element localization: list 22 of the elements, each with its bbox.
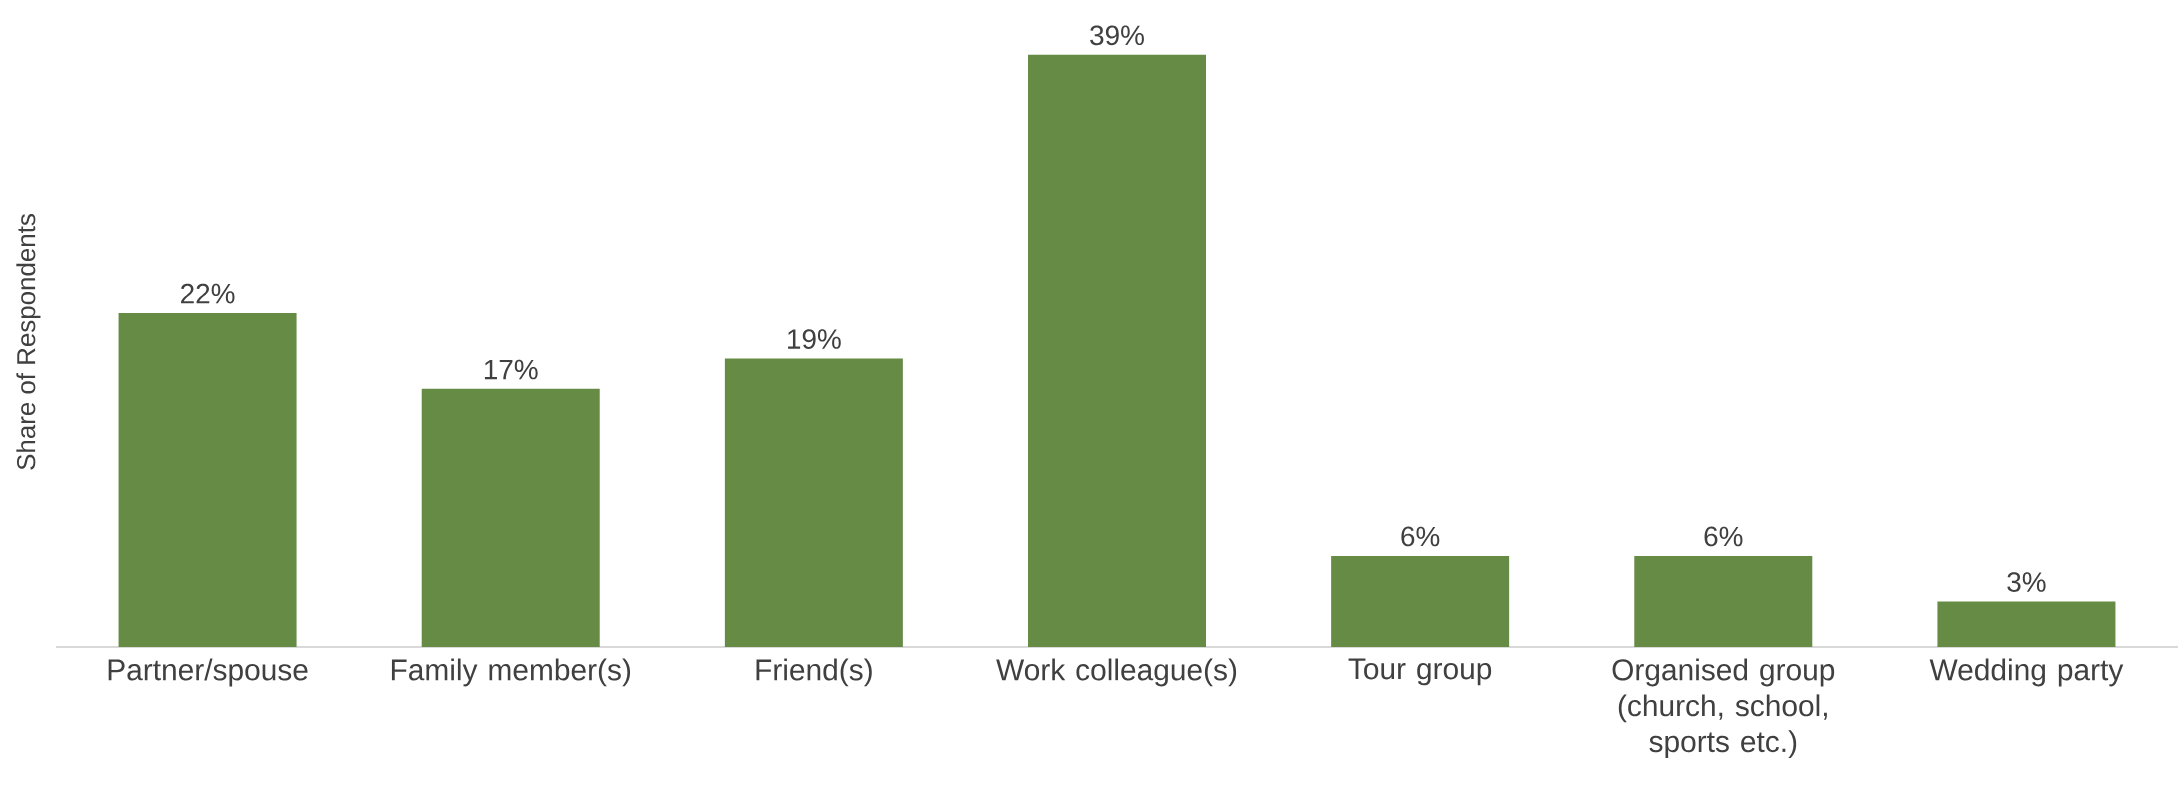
x-tick-label: Wedding party: [1929, 658, 2124, 687]
x-tick-label: Tour group: [1348, 658, 1492, 686]
bar: [421, 388, 600, 647]
data-label: 19%: [788, 329, 841, 349]
bar: [724, 358, 903, 647]
y-axis-title: Share of Respondents: [16, 214, 41, 470]
bar: [1331, 555, 1510, 647]
bar: [118, 312, 297, 647]
data-label: 17%: [484, 359, 538, 380]
bar: [1028, 54, 1206, 647]
x-tick-label: Partner/spouse: [108, 658, 308, 687]
bar: [1634, 555, 1813, 647]
data-label: 39%: [1090, 25, 1144, 46]
x-tick-label: Friend(s): [756, 658, 872, 687]
x-tick-label: Organised group (church, school, sports etc.): [1612, 658, 1835, 759]
bar: [1937, 601, 2116, 647]
data-label: 3%: [2007, 572, 2046, 592]
x-tick-label: Work colleague(s): [996, 658, 1237, 687]
data-label: 6%: [1401, 526, 1440, 547]
data-label: 22%: [181, 283, 235, 304]
data-label: 6%: [1704, 526, 1743, 547]
x-tick-label: Family member(s): [391, 658, 631, 687]
